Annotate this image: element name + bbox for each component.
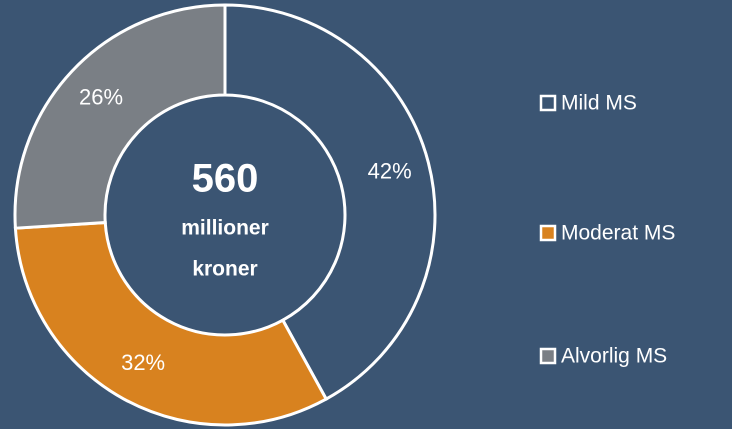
center-text: kroner [192, 258, 257, 281]
legend-swatch [539, 94, 557, 112]
donut-segment [223, 3, 437, 402]
legend-swatch [539, 347, 557, 365]
data-label: 42% [368, 159, 412, 184]
donut-segment [13, 220, 329, 427]
data-label: 26% [79, 84, 123, 109]
center-text: millioner [181, 217, 269, 240]
legend-swatch [539, 224, 557, 242]
legend-label: Alvorlig MS [561, 345, 667, 368]
legend-label: Mild MS [561, 92, 637, 115]
legend-label: Moderat MS [561, 222, 675, 245]
center-value: 560 [192, 157, 259, 201]
donut-segment [13, 3, 227, 230]
data-label: 32% [121, 350, 165, 375]
